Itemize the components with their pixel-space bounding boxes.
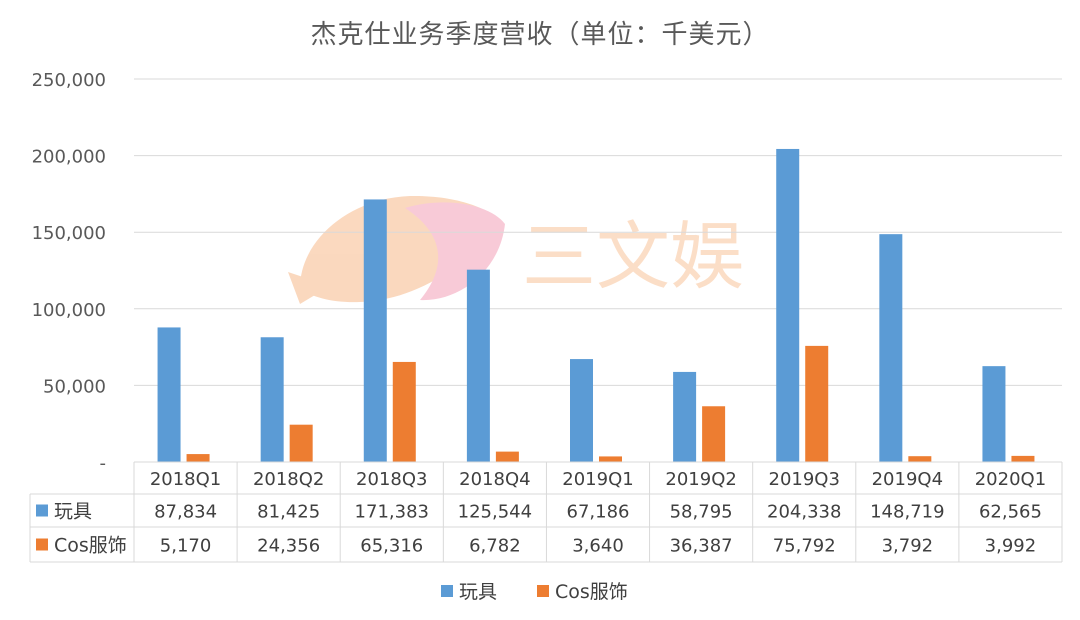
- bar: [599, 456, 622, 462]
- data-label: 75,792: [773, 536, 836, 557]
- bar: [879, 234, 903, 462]
- bar: [1011, 455, 1035, 462]
- data-label: 125,544: [458, 502, 532, 523]
- data-label: 81,425: [257, 502, 320, 523]
- bar: [982, 366, 1006, 462]
- legend-key: [441, 585, 453, 597]
- data-label: 171,383: [355, 502, 429, 523]
- bar: [495, 451, 519, 462]
- bar: [908, 456, 932, 462]
- data-label: 67,186: [567, 502, 630, 523]
- x-tick-label: 2018Q3: [356, 469, 427, 490]
- watermark-logo: 三文娱: [288, 195, 744, 304]
- bar: [289, 424, 313, 462]
- table-series-name: Cos服饰: [54, 535, 127, 557]
- data-label: 3,992: [985, 536, 1037, 557]
- bar: [186, 454, 210, 462]
- bar: [466, 269, 490, 462]
- chart-title: 杰克仕业务季度营收（单位：千美元）: [310, 20, 770, 50]
- x-tick-label: 2019Q3: [769, 469, 840, 490]
- y-tick-label: 200,000: [32, 147, 106, 168]
- bar: [363, 199, 387, 463]
- data-label: 58,795: [670, 502, 733, 523]
- x-tick-label: 2019Q4: [872, 469, 943, 490]
- y-tick-label: 150,000: [32, 223, 106, 244]
- x-tick-label: 2019Q2: [665, 469, 736, 490]
- table-series-name: 玩具: [54, 501, 92, 523]
- data-label: 6,782: [469, 536, 521, 557]
- bar: [392, 361, 416, 462]
- x-tick-label: 2020Q1: [975, 469, 1046, 490]
- y-tick-label: 250,000: [32, 70, 106, 91]
- legend-key: [36, 504, 48, 517]
- legend-key: [36, 538, 48, 551]
- data-label: 65,316: [360, 536, 423, 557]
- data-label: 62,565: [979, 502, 1042, 523]
- y-tick-label: -: [100, 453, 107, 474]
- data-label: 3,792: [882, 536, 934, 557]
- data-label: 148,719: [870, 502, 944, 523]
- x-tick-label: 2019Q1: [562, 469, 633, 490]
- data-label: 87,834: [154, 502, 217, 523]
- bar: [702, 406, 726, 462]
- bar: [776, 148, 800, 463]
- data-label: 3,640: [572, 536, 624, 557]
- watermark-text: 三文娱: [522, 214, 744, 300]
- x-tick-label: 2018Q4: [459, 469, 530, 490]
- x-tick-label: 2018Q2: [253, 469, 324, 490]
- bar: [805, 345, 829, 462]
- bar: [260, 337, 284, 462]
- legend-label: Cos服饰: [555, 581, 628, 603]
- data-label: 24,356: [257, 536, 320, 557]
- legend-label: 玩具: [459, 581, 497, 603]
- data-label: 36,387: [670, 536, 733, 557]
- bar: [570, 359, 593, 462]
- legend-key: [537, 585, 549, 597]
- bar: [157, 327, 181, 462]
- data-label: 204,338: [767, 502, 841, 523]
- x-tick-label: 2018Q1: [150, 469, 221, 490]
- y-tick-label: 50,000: [43, 376, 106, 397]
- data-label: 5,170: [160, 536, 212, 557]
- y-tick-label: 100,000: [32, 300, 106, 321]
- bar: [673, 371, 697, 462]
